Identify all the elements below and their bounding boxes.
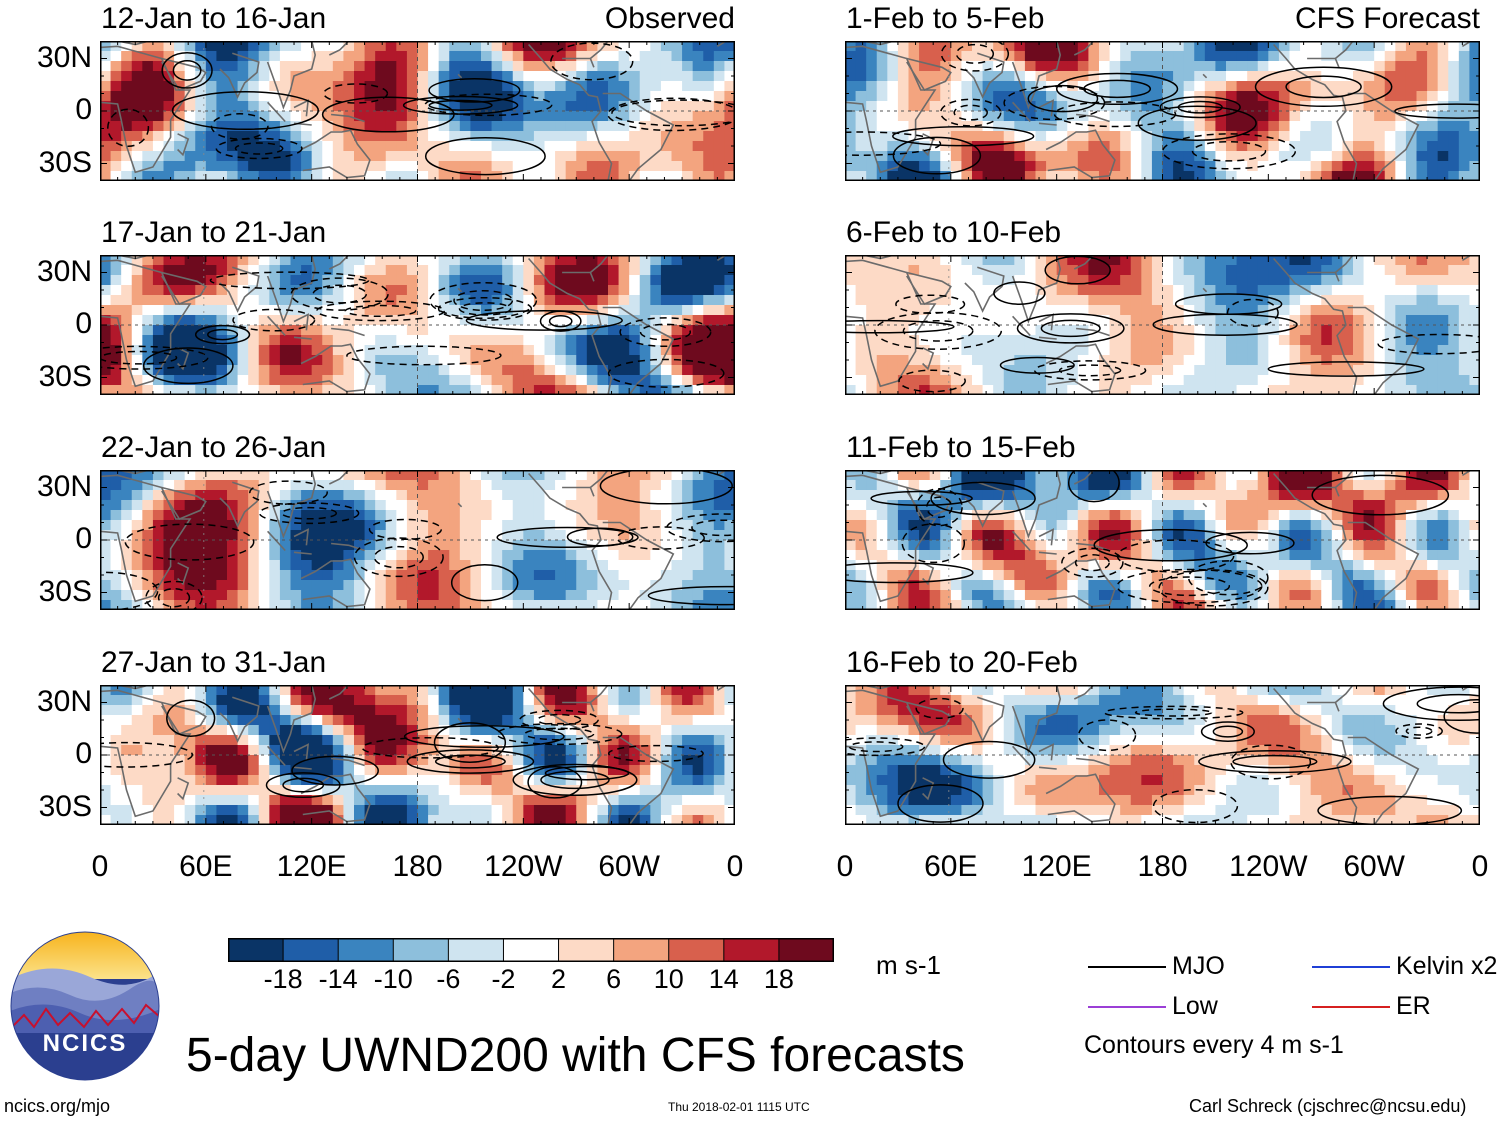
lat-tick-label: 30S <box>38 789 92 823</box>
lon-tick-label: 180 <box>392 850 443 883</box>
colorbar-bin <box>448 938 504 962</box>
colorbar-tick-label: 10 <box>653 964 684 994</box>
lat-tick-label: 0 <box>75 737 92 770</box>
coastlines <box>100 255 728 395</box>
units-label: m s-1 <box>876 950 941 980</box>
uwnd-panel <box>100 470 735 610</box>
lon-tick-label: 60W <box>1343 850 1405 883</box>
panel-title: 6-Feb to 10-Feb <box>846 216 1062 249</box>
colorbar-tick-label: 6 <box>606 964 622 994</box>
lat-tick-label: 30S <box>38 574 92 608</box>
column-tag: Observed <box>604 2 735 35</box>
panel-title: 11-Feb to 15-Feb <box>846 431 1076 464</box>
colorbar-tick-label: -2 <box>491 964 516 994</box>
lon-tick-label: 0 <box>91 850 109 883</box>
coastlines <box>100 685 728 825</box>
colorbar-tick-label: -10 <box>373 964 413 994</box>
uwnd-field <box>845 41 1480 181</box>
colorbar-tick-label: -18 <box>263 964 303 994</box>
logo-text: NCICS <box>42 1030 128 1057</box>
coastlines <box>100 41 728 181</box>
colorbar-tick-label: -14 <box>318 964 358 994</box>
legend-label: ER <box>1396 992 1431 1020</box>
uwnd-panel <box>100 685 735 825</box>
panel-title: 27-Jan to 31-Jan <box>101 646 327 679</box>
uwnd-panel <box>100 41 735 181</box>
mjo-contours <box>845 686 1480 825</box>
colorbar-bin <box>778 938 834 962</box>
legend-line <box>1312 1006 1390 1008</box>
lon-tick-label: 0 <box>726 850 744 883</box>
colorbar-bin <box>228 938 284 962</box>
lon-tick-label: 120W <box>1229 850 1308 883</box>
ncics-logo <box>10 931 160 1081</box>
lon-tick-label: 60E <box>179 850 233 883</box>
lon-tick-label: 60W <box>598 850 660 883</box>
legend-label: MJO <box>1172 952 1225 980</box>
panel-title: 12-Jan to 16-Jan <box>101 2 327 35</box>
legend-label: Low <box>1172 992 1218 1020</box>
colorbar-bin <box>668 938 725 962</box>
coastlines <box>845 255 1473 395</box>
column-tag: CFS Forecast <box>1294 2 1480 35</box>
colorbar-tick-label: -6 <box>436 964 461 994</box>
mjo-contours <box>107 42 735 176</box>
colorbar <box>228 938 834 962</box>
footer-url-link[interactable]: ncics.org/mjo <box>4 1096 111 1116</box>
uwnd-field <box>845 470 1480 610</box>
uwnd-panel <box>845 685 1480 825</box>
lat-tick-label: 30N <box>36 40 92 74</box>
colorbar-bin <box>393 938 449 962</box>
uwnd-panel <box>845 255 1480 395</box>
uwnd-field <box>845 685 1480 825</box>
main-title: 5-day UWND200 with CFS forecasts <box>186 1029 965 1082</box>
colorbar-tick-label: 14 <box>708 964 739 994</box>
lat-tick-label: 30S <box>38 359 92 393</box>
colorbar-bin <box>338 938 394 962</box>
lat-tick-label: 0 <box>75 522 92 555</box>
lat-tick-label: 0 <box>75 307 92 340</box>
colorbar-tick-label: 18 <box>763 964 794 994</box>
uwnd-panel <box>845 41 1480 181</box>
colorbar-bin <box>558 938 615 962</box>
legend-line <box>1088 966 1166 968</box>
mjo-contours <box>845 255 1480 393</box>
colorbar-bin <box>613 938 670 962</box>
lon-tick-label: 0 <box>1471 850 1489 883</box>
mjo-contours <box>845 470 1450 607</box>
panel-title: 1-Feb to 5-Feb <box>846 2 1045 35</box>
footer-timestamp: Thu 2018-02-01 1115 UTC <box>668 1100 810 1114</box>
lat-tick-label: 30N <box>36 469 92 503</box>
lon-tick-label: 180 <box>1137 850 1188 883</box>
legend-line <box>1312 966 1390 968</box>
lat-tick-label: 0 <box>75 93 92 126</box>
uwnd-panel <box>100 255 735 395</box>
uwnd-field <box>100 685 735 825</box>
colorbar-bin <box>503 938 560 962</box>
mjo-contours <box>845 41 1480 175</box>
panel-title: 17-Jan to 21-Jan <box>101 216 327 249</box>
legend-label: Kelvin x2 <box>1396 952 1498 980</box>
coastlines <box>845 470 1473 610</box>
colorbar-bin <box>723 938 780 962</box>
legend-line <box>1088 1006 1166 1008</box>
panel-title: 22-Jan to 26-Jan <box>101 431 327 464</box>
lon-tick-label: 60E <box>924 850 978 883</box>
mjo-contours <box>100 699 704 799</box>
lon-tick-label: 120E <box>1021 850 1092 883</box>
lat-tick-label: 30S <box>38 145 92 179</box>
contour-note: Contours every 4 m s-1 <box>1084 1031 1344 1059</box>
coastlines <box>100 470 728 610</box>
lon-tick-label: 0 <box>836 850 854 883</box>
footer-author: Carl Schreck (cjschrec@ncsu.edu) <box>1189 1096 1467 1116</box>
panel-title: 16-Feb to 20-Feb <box>846 646 1078 679</box>
colorbar-bin <box>283 938 339 962</box>
lat-tick-label: 30N <box>36 254 92 288</box>
uwnd-panel <box>845 470 1480 610</box>
colorbar-tick-label: 2 <box>551 964 567 994</box>
lat-tick-label: 30N <box>36 684 92 718</box>
lon-tick-label: 120W <box>484 850 563 883</box>
lon-tick-label: 120E <box>276 850 347 883</box>
